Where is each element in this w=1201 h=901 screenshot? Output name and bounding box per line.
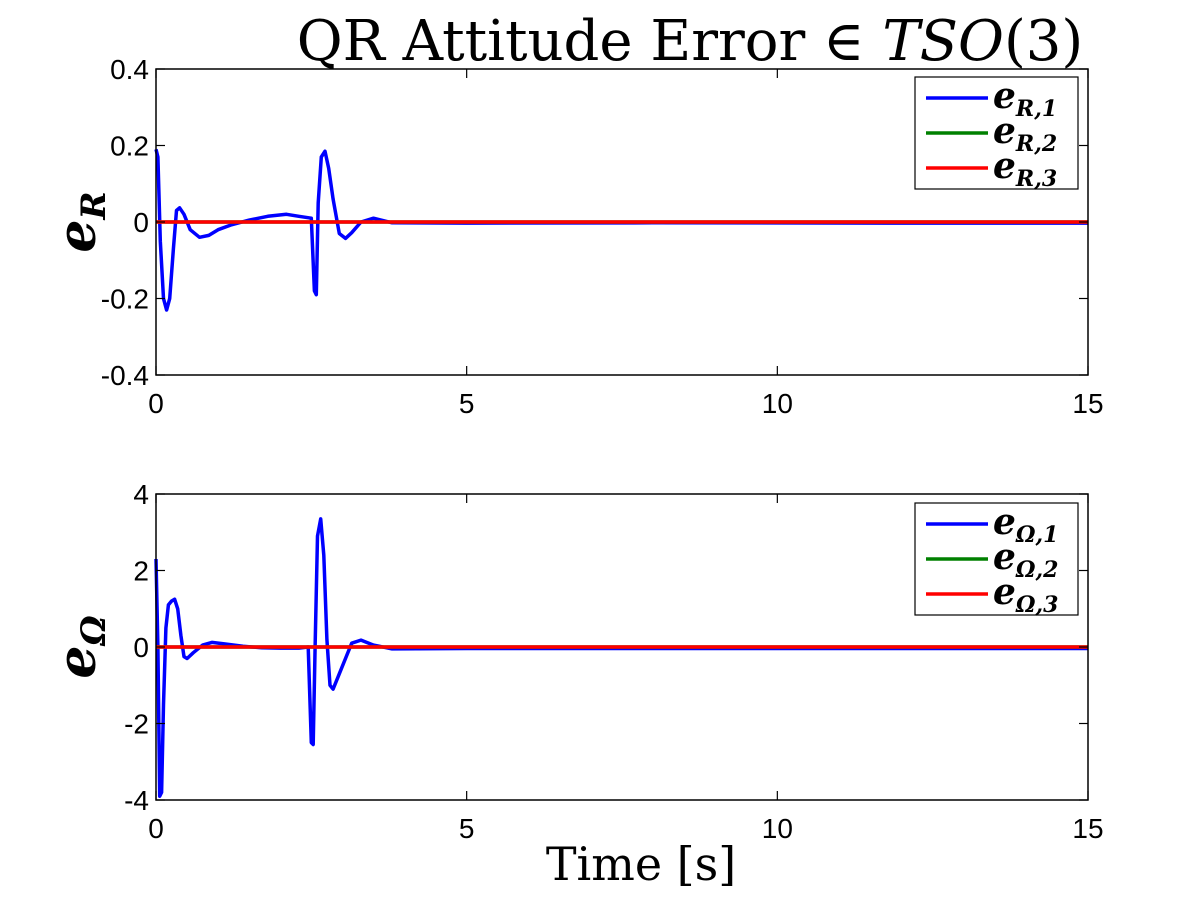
legend-label-1: eR,1: [993, 75, 1057, 122]
y-tick-label: 0.2: [110, 131, 149, 162]
y-axis-label-sub: R: [74, 191, 114, 220]
legend: eΩ,1eΩ,2eΩ,3: [914, 501, 1079, 618]
title-math: TSO: [882, 9, 1004, 74]
title-prefix: QR Attitude Error ∈: [297, 9, 883, 74]
y-axis-label: eΩ: [47, 615, 114, 678]
y-axis-label-sub: Ω: [74, 615, 114, 646]
legend-label-sub: R,2: [1015, 131, 1057, 157]
legend-label-2: eΩ,2: [993, 536, 1058, 583]
figure-title: QR Attitude Error ∈ TSO(3): [297, 9, 1084, 74]
legend-label-2: eR,2: [993, 110, 1057, 157]
x-tick-label: 10: [762, 813, 793, 844]
y-tick-label: 0.4: [110, 54, 149, 85]
x-tick-label: 15: [1072, 388, 1103, 419]
y-tick-label: 0: [133, 207, 149, 238]
x-tick-label: 15: [1072, 813, 1103, 844]
legend-label-sub: R,3: [1015, 166, 1057, 192]
series-layer: [154, 517, 1088, 798]
legend-label-main: e: [993, 145, 1016, 187]
subplot-attitude-error: 0 5 10 15-0.4-0.200.20.4 eR eR,1eR,2eR,3: [47, 54, 1104, 419]
y-axis-label: eR: [47, 191, 114, 252]
y-tick-label: 2: [133, 556, 149, 587]
legend-label-main: e: [993, 536, 1016, 578]
legend-label-3: eΩ,3: [993, 571, 1058, 618]
title-suffix: (3): [1004, 9, 1083, 74]
y-tick-label: 0: [133, 632, 149, 663]
y-tick-label: 4: [133, 479, 149, 510]
legend-label-main: e: [993, 501, 1016, 543]
y-tick-label: -4: [124, 785, 149, 816]
legend-label-main: e: [993, 110, 1016, 152]
legend-label-sub: Ω,2: [1015, 557, 1059, 583]
series-layer: [154, 148, 1088, 312]
legend-label-3: eR,3: [993, 145, 1057, 192]
y-tick-label: -2: [124, 709, 149, 740]
x-tick-label: 0: [148, 813, 164, 844]
legend-label-main: e: [993, 571, 1016, 613]
x-tick-label: 0: [148, 388, 164, 419]
legend-label-1: eΩ,1: [993, 501, 1058, 548]
x-tick-label: 10: [762, 388, 793, 419]
legend-label-sub: R,1: [1015, 96, 1057, 122]
tick-layer: 0 5 10 15 -0.4 -0.2 0 0.2 0.4: [101, 54, 1104, 419]
x-tick-label: 5: [459, 388, 475, 419]
legend: eR,1eR,2eR,3: [914, 75, 1079, 192]
x-tick-label: 5: [459, 813, 475, 844]
tick-layer: 0 5 10 15 -4 -2 0 2 4: [124, 479, 1103, 844]
x-axis-label: Time [s]: [546, 837, 736, 891]
legend-label-main: e: [993, 75, 1016, 117]
y-tick-label: -0.4: [101, 360, 149, 391]
y-tick-label: -0.2: [101, 284, 149, 315]
legend-label-sub: Ω,3: [1015, 592, 1059, 618]
y-axis-label-main: e: [47, 220, 108, 253]
y-axis-label-main: e: [47, 646, 108, 679]
legend-label-sub: Ω,1: [1015, 522, 1059, 548]
